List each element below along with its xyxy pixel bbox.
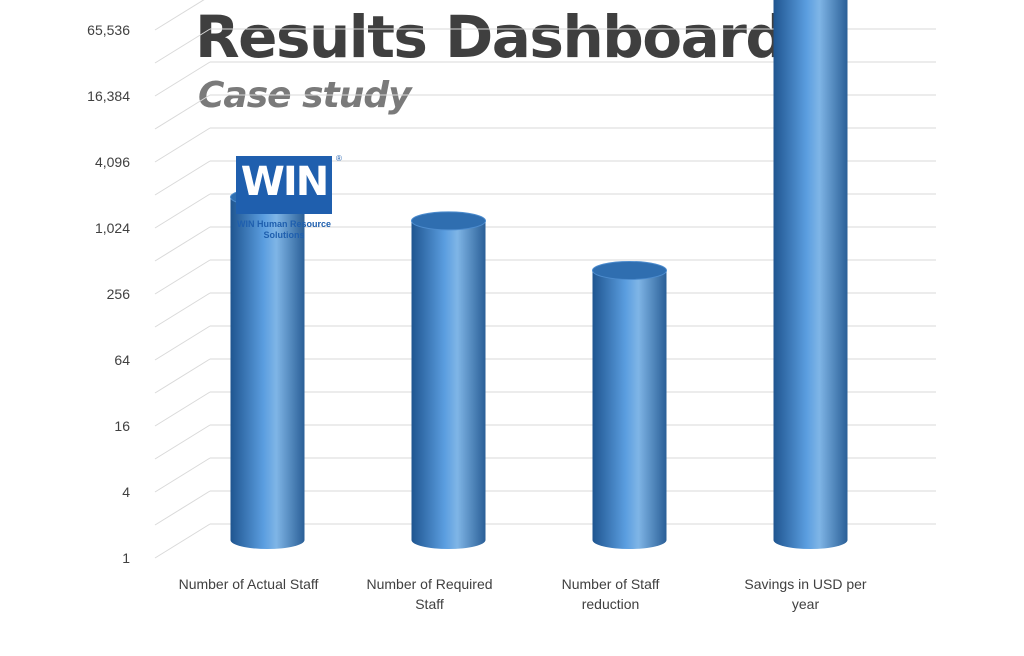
bar xyxy=(592,260,667,549)
gridline-diagonal xyxy=(154,490,211,526)
bar-top xyxy=(411,211,486,231)
registered-mark: ® xyxy=(336,154,342,163)
gridline-diagonal xyxy=(154,193,211,229)
bar-top xyxy=(592,260,667,280)
gridline-diagonal xyxy=(154,61,211,97)
y-tick-label: 256 xyxy=(107,286,131,302)
gridline-diagonal xyxy=(154,0,205,31)
gridline-diagonal xyxy=(154,523,211,559)
gridline-diagonal xyxy=(154,160,211,196)
x-axis-category-labels: Number of Actual Staff Number of Required… xyxy=(179,576,867,612)
logo-mark-icon: WIN ® xyxy=(236,154,342,214)
bar xyxy=(230,187,305,549)
gridline-diagonal xyxy=(154,94,211,130)
gridline-diagonal xyxy=(154,28,211,64)
gridline-diagonal xyxy=(154,226,211,262)
y-axis-tick-labels: 1416642561,0244,09616,38465,536262,1441,… xyxy=(87,22,131,566)
gridline-diagonal xyxy=(154,127,211,163)
bar-body xyxy=(230,197,305,549)
y-tick-label: 1 xyxy=(122,550,130,566)
y-tick-label: 64 xyxy=(114,352,130,368)
company-logo: WIN ® WIN Human Resource Solutions xyxy=(236,154,346,241)
y-tick-label: 16 xyxy=(114,418,130,434)
y-tick-label: 4,096 xyxy=(95,154,130,170)
bar xyxy=(773,0,848,549)
y-tick-label: 1,024 xyxy=(95,220,130,236)
gridline-diagonal xyxy=(154,292,211,328)
bar-body xyxy=(592,270,667,549)
x-category-label: Number of Staff reduction xyxy=(562,576,660,612)
y-tick-label: 16,384 xyxy=(87,88,130,104)
gridline-diagonal xyxy=(154,325,211,361)
bar xyxy=(411,211,486,550)
gridline-diagonal xyxy=(154,358,211,394)
x-category-label: Number of Actual Staff xyxy=(179,576,319,592)
y-tick-label: 4 xyxy=(122,484,130,500)
chart-bars xyxy=(230,0,848,550)
gridline-diagonal xyxy=(154,391,211,427)
gridline-diagonal xyxy=(154,457,211,493)
bar-body xyxy=(411,220,486,550)
x-category-label: Number of Required Staff xyxy=(366,576,492,612)
page-title: Results Dashboard xyxy=(195,3,787,71)
bar-body xyxy=(773,0,848,549)
logo-letters: WIN xyxy=(240,159,329,205)
gridline-diagonal xyxy=(154,259,211,295)
y-tick-label: 65,536 xyxy=(87,22,130,38)
gridline-diagonal xyxy=(154,424,211,460)
x-category-label: Savings in USD per year xyxy=(744,576,867,612)
logo-caption: WIN Human Resource Solutions xyxy=(236,219,332,240)
